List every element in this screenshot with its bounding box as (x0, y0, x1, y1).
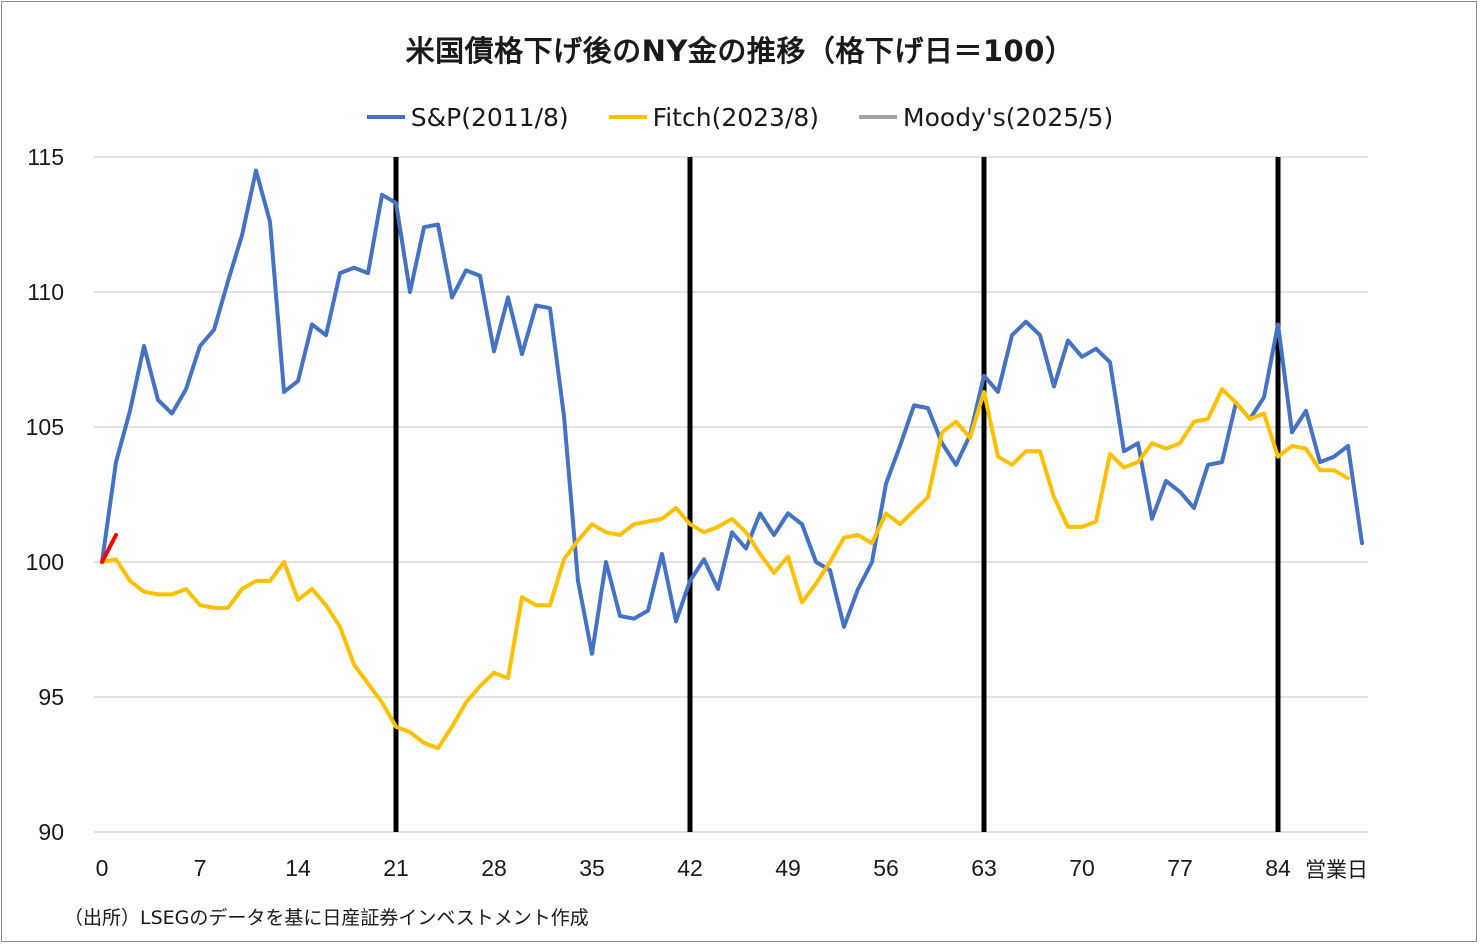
legend-swatch-sp (366, 115, 405, 119)
legend-swatch-moodys (859, 115, 898, 119)
y-tick-layer: 90 95 100 105 110 115 (26, 144, 64, 845)
series-layer (100, 168, 1364, 751)
legend-label-sp: S&P(2011/8) (410, 102, 569, 132)
y-tick-label: 115 (27, 144, 64, 170)
x-tick-label: 7 (194, 855, 207, 881)
x-axis-label: 営業日 (1305, 858, 1368, 882)
x-tick-label: 49 (775, 855, 801, 881)
legend-item-moodys: Moody's(2025/5) (859, 103, 1113, 132)
legend-item-sp: S&P(2011/8) (366, 102, 569, 132)
x-tick-label: 70 (1069, 855, 1095, 881)
x-tick-label: 77 (1167, 855, 1193, 881)
source-note: （出所）LSEGのデータを基に日産証券インベストメント作成 (64, 907, 589, 929)
y-tick-label: 110 (27, 279, 64, 305)
x-tick-label: 42 (677, 855, 703, 881)
vertical-marker-layer (393, 157, 1281, 832)
grid-layer (94, 156, 1368, 833)
y-tick-label: 95 (38, 684, 64, 710)
y-tick-label: 100 (26, 549, 64, 575)
series-line-sp (100, 168, 1364, 656)
x-tick-label: 84 (1265, 855, 1291, 881)
x-tick-label: 28 (481, 855, 507, 881)
legend-label-fitch: Fitch(2023/8) (652, 102, 820, 132)
legend-item-fitch: Fitch(2023/8) (608, 102, 820, 132)
x-tick-label: 21 (383, 855, 409, 881)
legend-label-moodys: Moody's(2025/5) (903, 102, 1114, 132)
y-tick-label: 105 (26, 414, 64, 440)
chart-title: 米国債格下げ後のNY金の推移（格下げ日＝100） (405, 34, 1075, 68)
x-tick-label: 14 (285, 855, 311, 881)
x-tick-label: 0 (96, 855, 109, 881)
legend-swatch-fitch (608, 115, 647, 119)
series-line-red (100, 533, 118, 564)
x-tick-layer: 0 7 14 21 28 35 42 49 56 63 70 77 84 (96, 855, 1291, 881)
x-tick-label: 56 (873, 855, 899, 881)
y-tick-label: 90 (38, 819, 64, 845)
series-line-fitch (100, 387, 1350, 751)
chart-legend: S&P(2011/8) Fitch(2023/8) Moody's(2025/5… (0, 100, 1480, 134)
x-tick-label: 63 (971, 855, 997, 881)
x-tick-label: 35 (579, 855, 605, 881)
